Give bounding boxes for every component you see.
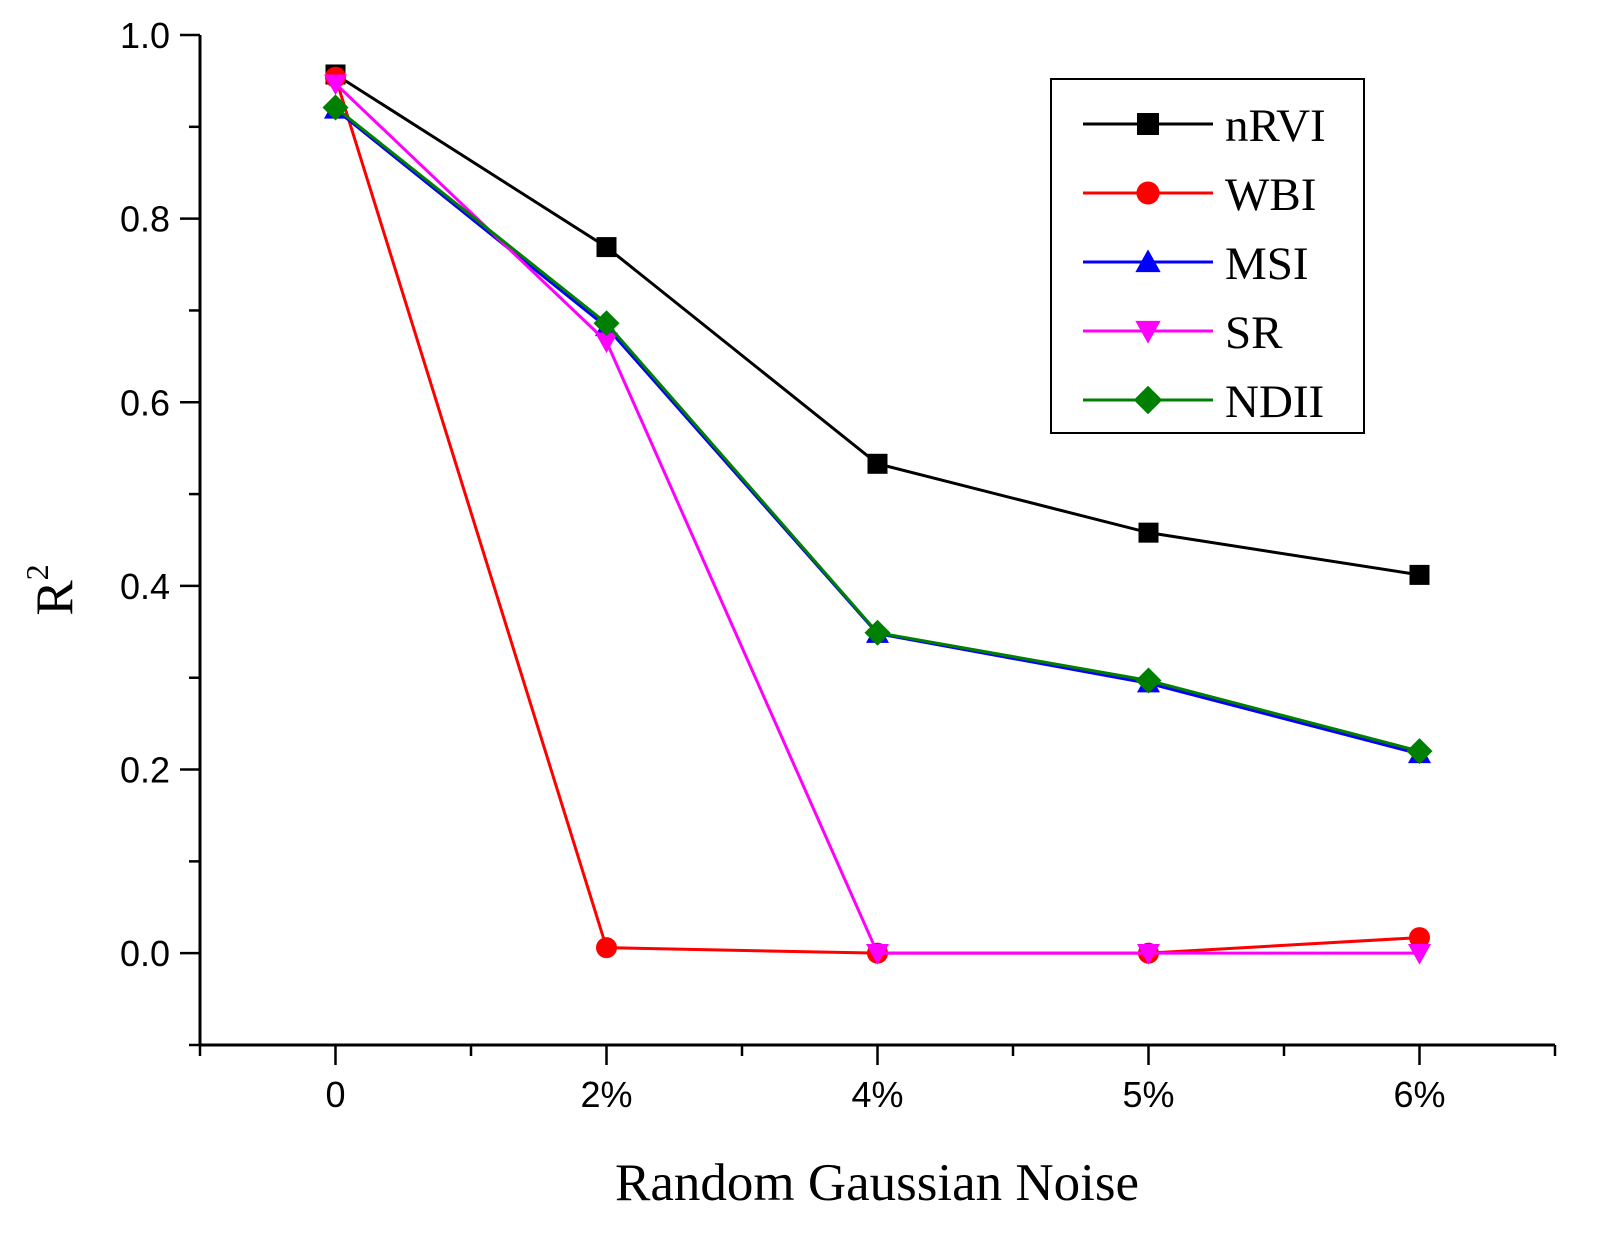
data-point-sr bbox=[595, 332, 618, 354]
y-tick-label: 0.2 bbox=[120, 750, 170, 791]
axes: 0.0 0.2 0.4 0.6 0.8 1.0 0 2% 4% 5% 6% bbox=[120, 15, 1557, 1115]
legend-marker-sr bbox=[1135, 320, 1161, 344]
x-axis-title: Random Gaussian Noise bbox=[615, 1154, 1139, 1212]
data-point-ndii bbox=[1406, 738, 1433, 765]
y-axis-title-superscript: 2 bbox=[19, 564, 55, 580]
legend-marker-ndii bbox=[1133, 385, 1163, 415]
y-tick-label: 0.0 bbox=[120, 933, 170, 974]
legend-marker-wbi bbox=[1136, 181, 1160, 205]
series-group bbox=[322, 64, 1433, 965]
legend-marker-msi bbox=[1135, 249, 1161, 273]
data-point-sr bbox=[1137, 943, 1160, 965]
y-tick-label: 0.4 bbox=[120, 566, 170, 607]
data-point-nrvi bbox=[1409, 564, 1430, 585]
y-tick-label: 1.0 bbox=[120, 15, 170, 56]
x-tick-label: 0 bbox=[325, 1074, 345, 1115]
x-tick-label: 6% bbox=[1393, 1074, 1445, 1115]
data-point-sr bbox=[866, 943, 889, 965]
data-point-wbi bbox=[1409, 927, 1430, 949]
legend-label-sr: SR bbox=[1225, 307, 1283, 359]
data-point-ndii bbox=[593, 310, 620, 337]
data-point-ndii bbox=[1135, 667, 1162, 694]
data-point-sr bbox=[324, 74, 347, 96]
legend-box bbox=[1050, 78, 1365, 434]
data-point-sr bbox=[1408, 943, 1431, 965]
series-ndii bbox=[322, 94, 1433, 765]
y-axis-title: R2 bbox=[19, 564, 84, 615]
legend-marker-nrvi bbox=[1137, 113, 1159, 135]
legend-label-wbi: WBI bbox=[1225, 169, 1316, 221]
x-tick-label: 5% bbox=[1122, 1074, 1174, 1115]
legend-label-msi: MSI bbox=[1225, 238, 1309, 290]
data-point-nrvi bbox=[1138, 522, 1159, 543]
series-nrvi bbox=[325, 64, 1430, 585]
data-point-ndii bbox=[322, 94, 349, 121]
y-tick-label: 0.6 bbox=[120, 382, 170, 423]
series-sr bbox=[324, 74, 1431, 965]
legend-label-nrvi: nRVI bbox=[1225, 100, 1326, 152]
data-point-wbi bbox=[596, 937, 617, 959]
legend: nRVI WBI MSI SR NDII bbox=[1050, 78, 1365, 434]
x-tick-label: 2% bbox=[580, 1074, 632, 1115]
data-point-nrvi bbox=[867, 453, 888, 474]
y-tick-label: 0.8 bbox=[120, 199, 170, 240]
x-tick-label: 4% bbox=[851, 1074, 903, 1115]
y-axis-title-text: R bbox=[26, 580, 84, 616]
legend-label-ndii: NDII bbox=[1225, 376, 1324, 428]
data-point-nrvi bbox=[596, 237, 617, 258]
data-point-ndii bbox=[864, 619, 891, 646]
